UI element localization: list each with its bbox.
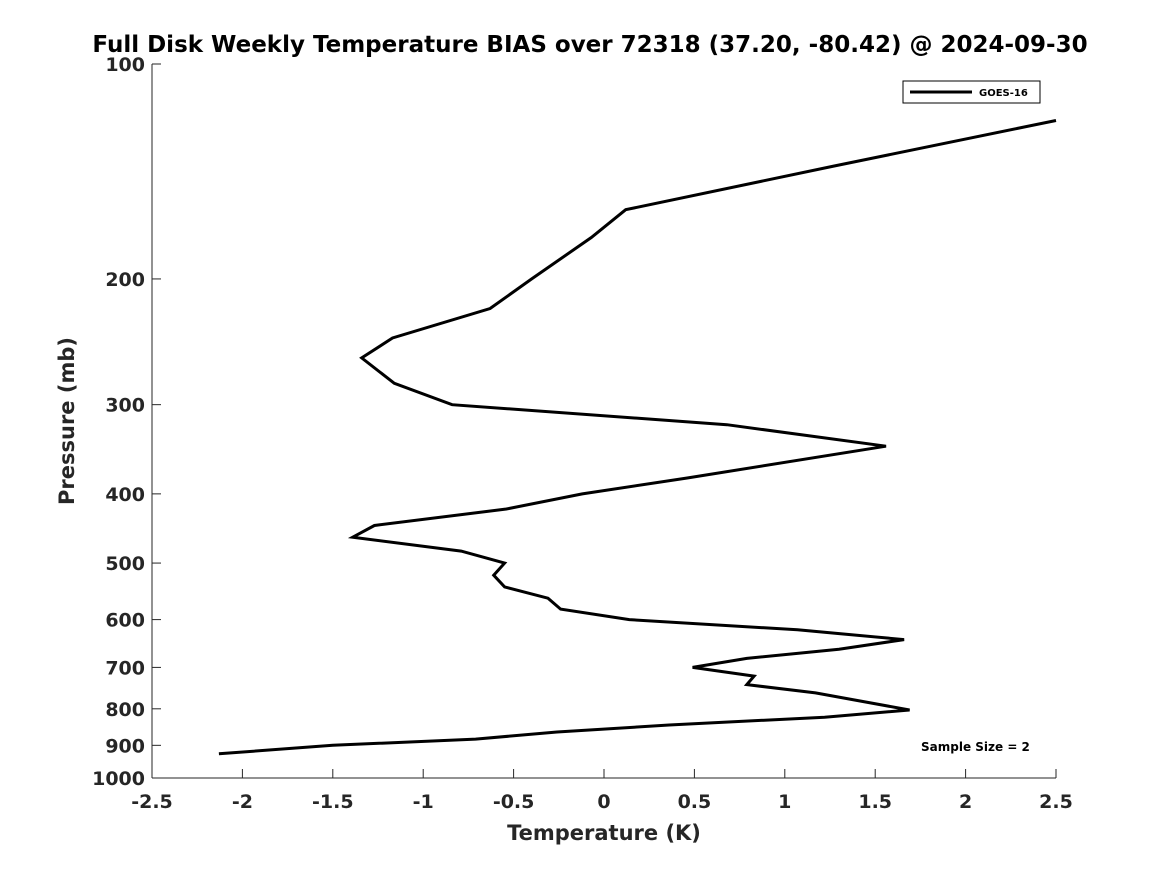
x-tick-label: 0 <box>597 791 610 813</box>
series-line-goes-16 <box>218 119 1057 756</box>
x-tick-label: -2.5 <box>131 791 173 813</box>
y-axis: 100 200 300 400 500 600 700 800 900 1000 <box>92 54 161 790</box>
y-tick-label: 500 <box>105 553 145 575</box>
x-tick-label: 0.5 <box>678 791 712 813</box>
y-tick-label: 1000 <box>92 768 145 790</box>
x-tick-label: -2 <box>232 791 253 813</box>
x-tick-label: -0.5 <box>493 791 535 813</box>
x-tick-label: 1 <box>778 791 791 813</box>
x-tick-label: 1.5 <box>858 791 892 813</box>
x-axis: -2.5 -2 -1.5 -1 -0.5 0 0.5 1 1.5 2 2.5 <box>131 769 1073 813</box>
x-axis-label: Temperature (K) <box>507 821 701 845</box>
legend: GOES-16 <box>902 80 1041 104</box>
series-layer <box>218 119 1057 756</box>
x-tick-label: -1.5 <box>312 791 354 813</box>
y-tick-label: 800 <box>105 699 145 721</box>
sample-size-annotation: Sample Size = 2 <box>921 740 1030 754</box>
y-tick-label: 200 <box>105 269 145 291</box>
chart-title: Full Disk Weekly Temperature BIAS over 7… <box>92 32 1087 58</box>
x-tick-label: 2 <box>959 791 972 813</box>
y-tick-label: 300 <box>105 395 145 417</box>
x-tick-label: -1 <box>413 791 434 813</box>
y-tick-label: 100 <box>105 54 145 76</box>
legend-label-goes-16: GOES-16 <box>979 88 1028 99</box>
y-axis-label: Pressure (mb) <box>55 337 79 505</box>
x-tick-label: 2.5 <box>1039 791 1073 813</box>
plot-area <box>152 64 1056 778</box>
y-tick-label: 400 <box>105 484 145 506</box>
y-tick-label: 900 <box>105 735 145 757</box>
y-tick-label: 700 <box>105 657 145 679</box>
y-tick-label: 600 <box>105 610 145 632</box>
